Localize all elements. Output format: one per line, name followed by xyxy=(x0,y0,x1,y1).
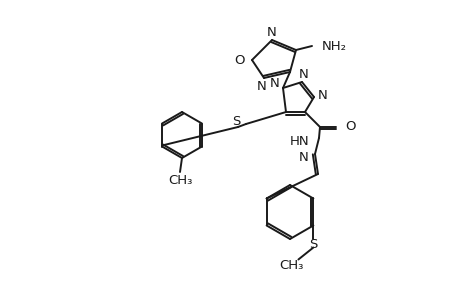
Text: N: N xyxy=(299,151,308,164)
Text: S: S xyxy=(308,238,317,251)
Text: O: O xyxy=(344,119,355,133)
Text: CH₃: CH₃ xyxy=(279,259,303,272)
Text: CH₃: CH₃ xyxy=(168,173,192,187)
Text: HN: HN xyxy=(289,134,308,148)
Text: NH₂: NH₂ xyxy=(321,40,346,52)
Text: O: O xyxy=(234,53,245,67)
Text: N: N xyxy=(257,80,266,92)
Text: N: N xyxy=(318,88,327,101)
Text: S: S xyxy=(231,115,240,128)
Text: N: N xyxy=(298,68,308,80)
Text: N: N xyxy=(267,26,276,38)
Text: N: N xyxy=(269,76,279,89)
